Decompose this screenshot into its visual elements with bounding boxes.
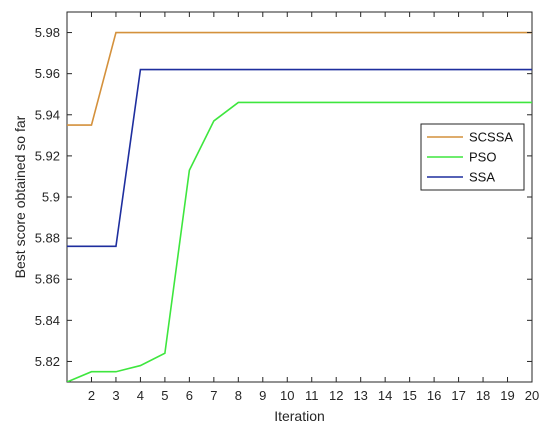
x-tick-label: 8 [235, 388, 242, 403]
y-tick-label: 5.96 [35, 66, 60, 81]
x-tick-label: 4 [137, 388, 144, 403]
y-tick-label: 5.88 [35, 231, 60, 246]
x-tick-label: 20 [525, 388, 539, 403]
x-axis-ticks: 2 3 4 5 6 7 8 9 10 11 12 13 14 15 16 17 18 19 20 [88, 12, 539, 403]
x-tick-label: 9 [259, 388, 266, 403]
x-tick-label: 2 [88, 388, 95, 403]
x-tick-label: 18 [476, 388, 490, 403]
plot-area [66, 11, 533, 383]
y-tick-label: 5.9 [42, 190, 60, 205]
legend-label-ssa: SSA [469, 170, 495, 185]
x-tick-label: 6 [186, 388, 193, 403]
x-tick-label: 17 [451, 388, 465, 403]
x-tick-label: 12 [329, 388, 343, 403]
legend-label-scssa: SCSSA [469, 130, 513, 145]
x-tick-label: 14 [378, 388, 392, 403]
x-tick-label: 13 [353, 388, 367, 403]
legend-label-pso: PSO [469, 150, 496, 165]
y-tick-label: 5.92 [35, 148, 60, 163]
series-line-pso [67, 101, 532, 382]
x-tick-label: 16 [427, 388, 441, 403]
x-tick-label: 5 [161, 388, 168, 403]
y-tick-label: 5.94 [35, 107, 60, 122]
y-axis-title: Best score obtained so far [12, 115, 28, 278]
y-tick-label: 5.84 [35, 313, 60, 328]
series-line-ssa [67, 68, 532, 248]
y-tick-label: 5.86 [35, 272, 60, 287]
x-tick-label: 11 [305, 388, 319, 403]
series-layer [67, 31, 532, 382]
x-tick-label: 3 [112, 388, 119, 403]
y-axis-ticks: 5.82 5.84 5.86 5.88 5.9 5.92 5.94 5.96 5.98 [35, 25, 532, 369]
series-line-scssa [67, 31, 532, 126]
x-tick-label: 10 [280, 388, 294, 403]
x-tick-label: 15 [402, 388, 416, 403]
y-tick-label: 5.82 [35, 354, 60, 369]
x-axis-title: Iteration [274, 408, 325, 424]
x-tick-label: 19 [500, 388, 514, 403]
legend: SCSSA PSO SSA [420, 123, 525, 191]
y-tick-label: 5.98 [35, 25, 60, 40]
x-tick-label: 7 [210, 388, 217, 403]
